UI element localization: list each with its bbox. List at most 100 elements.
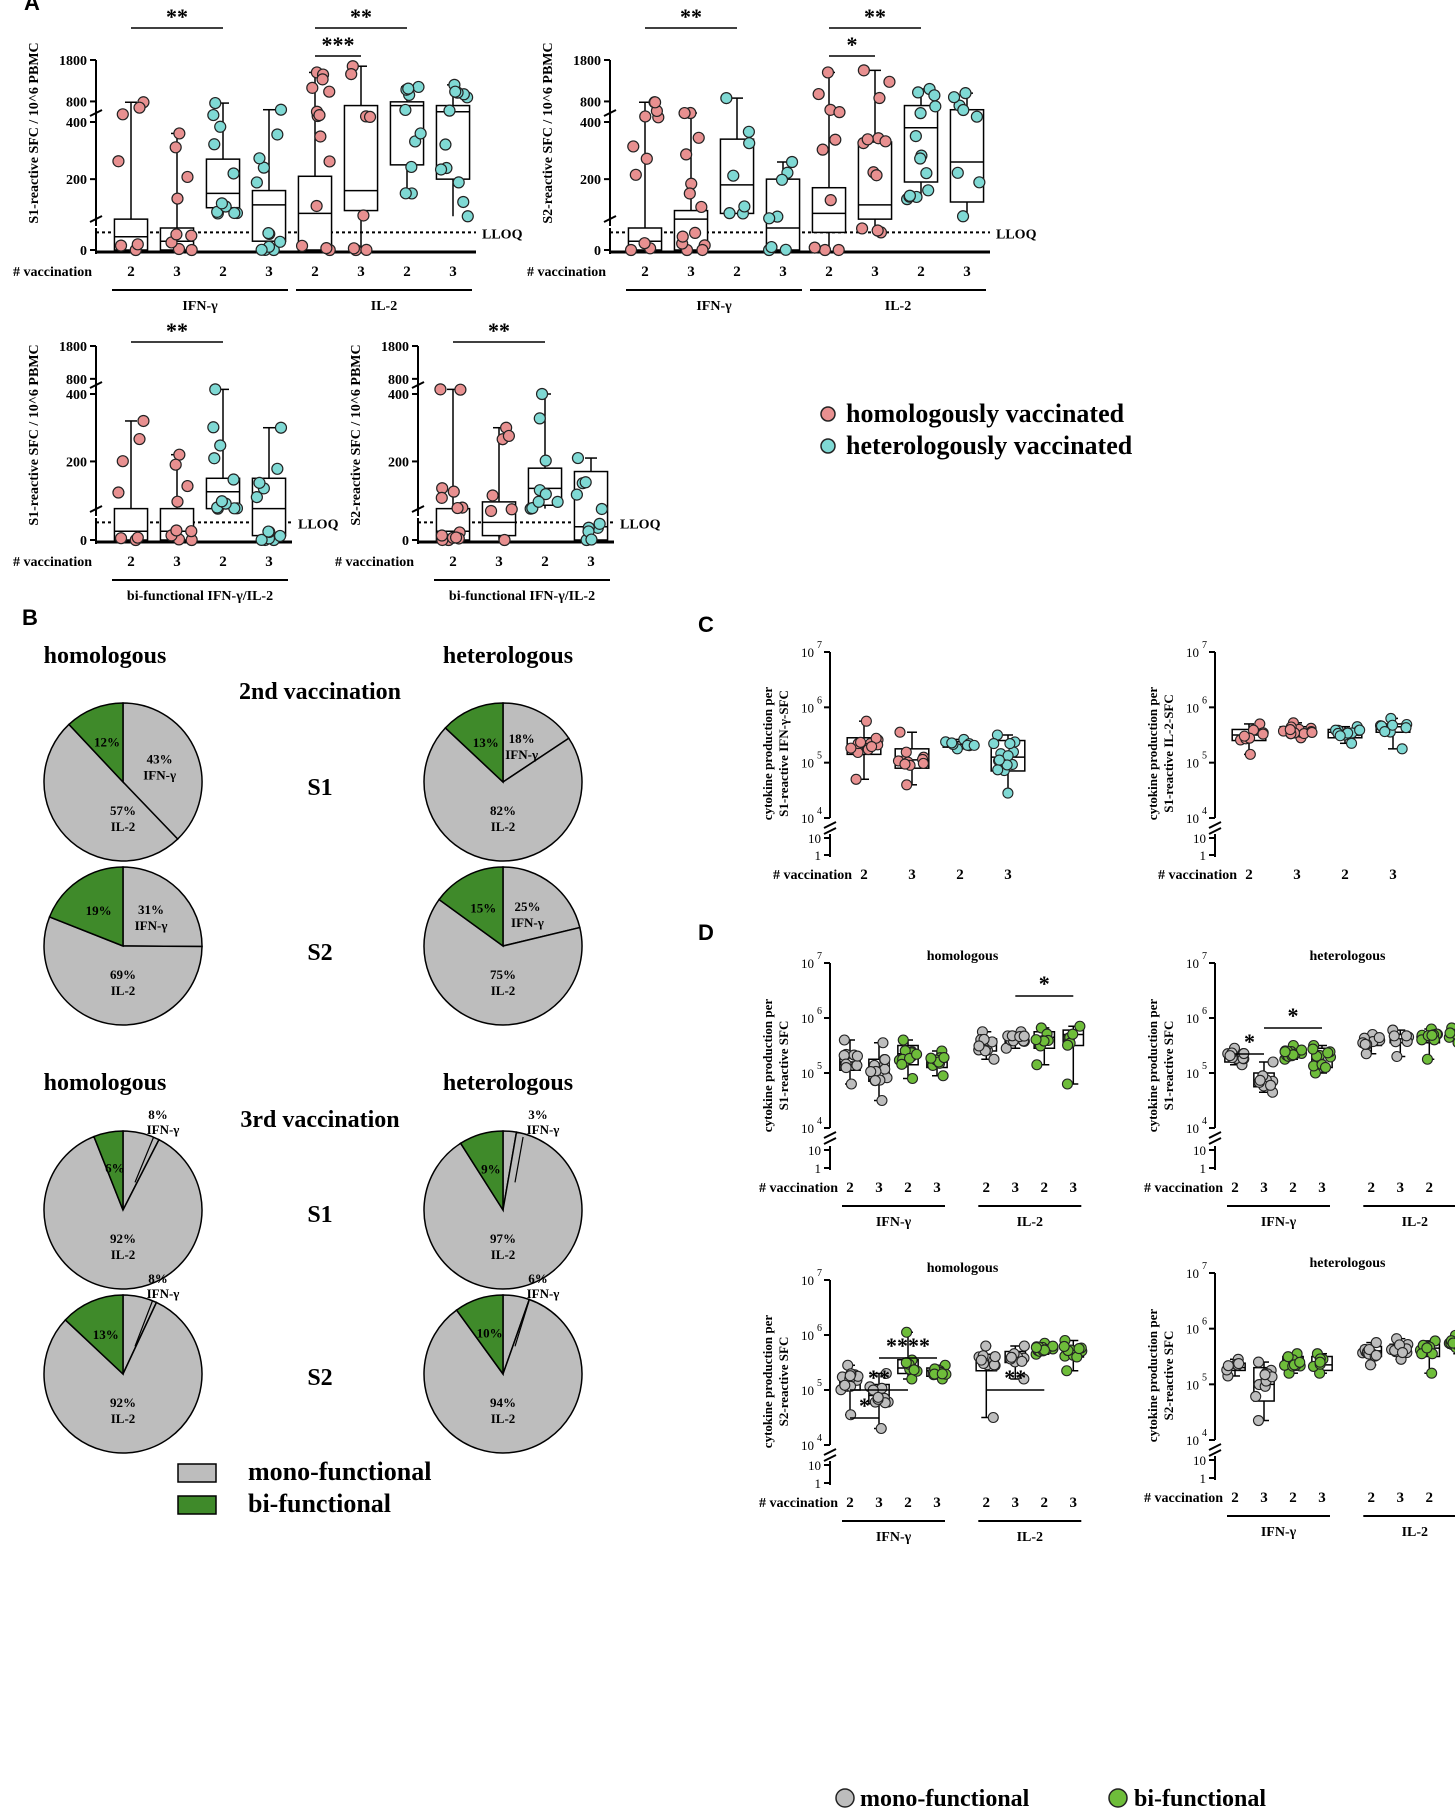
lloq-label: LLOQ — [996, 227, 1037, 242]
data-point — [133, 101, 146, 114]
box-3 — [988, 729, 1026, 799]
significance-label: ** — [864, 4, 886, 29]
pie-ifn-label: 43% — [147, 751, 173, 766]
box-0 — [845, 715, 884, 785]
data-point — [838, 1034, 850, 1046]
y-axis-title: S2-reactive SFC — [1161, 1331, 1176, 1421]
data-point — [937, 1070, 949, 1082]
chart-A2: 0 200 400 800 1800 S2-reactive SFC / 10^6 PBM… — [527, 4, 1037, 314]
box-0 — [112, 96, 150, 257]
box-0 — [112, 414, 150, 547]
pie-il2-label: 92% — [110, 1395, 136, 1410]
pie-bi-label: 6% — [105, 1160, 125, 1175]
data-point — [818, 243, 832, 257]
pie-slice-il2 — [423, 726, 583, 862]
pie-il2-name: IL-2 — [491, 819, 516, 834]
x-tick-label: 3 — [1004, 867, 1012, 883]
data-point — [727, 169, 740, 182]
data-point — [899, 758, 911, 770]
data-point — [855, 222, 869, 235]
data-point — [137, 414, 150, 428]
data-point — [906, 1072, 919, 1085]
data-point — [1400, 722, 1412, 734]
y-tick-label: 800 — [66, 373, 87, 388]
chart-title: heterologous — [1310, 1256, 1387, 1271]
data-point — [360, 243, 373, 256]
data-point — [973, 1040, 985, 1052]
x-tick-label: 3 — [875, 1495, 883, 1511]
box-6 — [1416, 1023, 1444, 1065]
significance-label: ** — [166, 4, 188, 29]
box-0 — [838, 1034, 863, 1090]
pie-slice-bi — [48, 866, 124, 948]
pie-il2-name: IL-2 — [491, 983, 516, 998]
box-4 — [1357, 1337, 1383, 1371]
x-axis-title: # vaccination — [759, 1496, 838, 1511]
data-point — [970, 110, 984, 123]
data-point — [951, 166, 964, 179]
pie-bi-label: 13% — [93, 1327, 119, 1342]
data-point — [829, 133, 842, 146]
data-point — [743, 137, 756, 150]
data-point — [879, 1053, 891, 1066]
y-tick-label: 200 — [66, 455, 87, 470]
pie-ifn-label: 8% — [148, 1107, 168, 1122]
pie-slice-bi — [64, 1294, 124, 1376]
data-point — [1396, 1346, 1409, 1359]
data-point — [414, 127, 427, 140]
box-3 — [250, 103, 288, 257]
bi-swatch — [177, 1495, 217, 1515]
axis-break — [823, 1131, 837, 1139]
data-point — [980, 1340, 992, 1352]
data-point — [1252, 1356, 1265, 1368]
y-tick-label: 0 — [80, 244, 87, 259]
x-tick-label: 2 — [1041, 1180, 1049, 1196]
group-label: IL-2 — [1402, 1215, 1428, 1230]
pie-bi-label: 19% — [86, 903, 112, 918]
pie-bi-label: 13% — [473, 735, 499, 750]
x-tick-label: 2 — [127, 264, 135, 280]
data-point — [173, 448, 186, 461]
x-tick-label: 2 — [917, 264, 925, 280]
box-4 — [973, 1026, 1000, 1065]
data-point — [215, 495, 229, 508]
group-label: IFN-γ — [876, 1215, 912, 1230]
x-tick-label: 2 — [449, 554, 457, 570]
y-tick-base: 10 — [1186, 700, 1199, 715]
x-tick-label: 3 — [1012, 1180, 1020, 1196]
pie-slice-ifn — [502, 866, 581, 947]
data-point — [1354, 724, 1366, 736]
box-5 — [1004, 1340, 1030, 1385]
x-tick-label: 3 — [1260, 1180, 1268, 1196]
x-axis-title: # vaccination — [759, 1181, 838, 1196]
axis-break — [823, 1448, 837, 1456]
box-6 — [901, 82, 942, 206]
data-point — [1061, 1078, 1073, 1090]
data-point — [640, 152, 653, 165]
x-tick-label: 3 — [1260, 1490, 1268, 1506]
data-point — [785, 155, 799, 169]
y-tick-label: 1 — [1200, 1471, 1207, 1486]
homologous-marker — [820, 406, 836, 422]
data-point — [1265, 1079, 1277, 1091]
data-point — [824, 194, 837, 207]
data-point — [821, 66, 835, 79]
data-point — [1307, 1043, 1319, 1055]
x-tick-label: 2 — [904, 1180, 912, 1196]
data-point — [812, 87, 825, 101]
data-point — [1244, 748, 1256, 760]
data-point — [486, 489, 499, 502]
data-point — [865, 1065, 877, 1078]
box-2 — [1279, 1348, 1306, 1379]
data-point — [133, 432, 146, 446]
pie-header: homologous — [44, 1070, 167, 1096]
y-tick-base: 10 — [801, 1438, 814, 1453]
data-point — [434, 163, 448, 176]
y-tick-base: 10 — [1186, 1121, 1199, 1136]
data-point — [1444, 1027, 1455, 1039]
data-point — [274, 421, 288, 434]
panel-label: B — [22, 605, 38, 630]
data-point — [871, 224, 884, 237]
box-2 — [205, 383, 244, 515]
y-tick-label: 1 — [815, 1476, 822, 1491]
